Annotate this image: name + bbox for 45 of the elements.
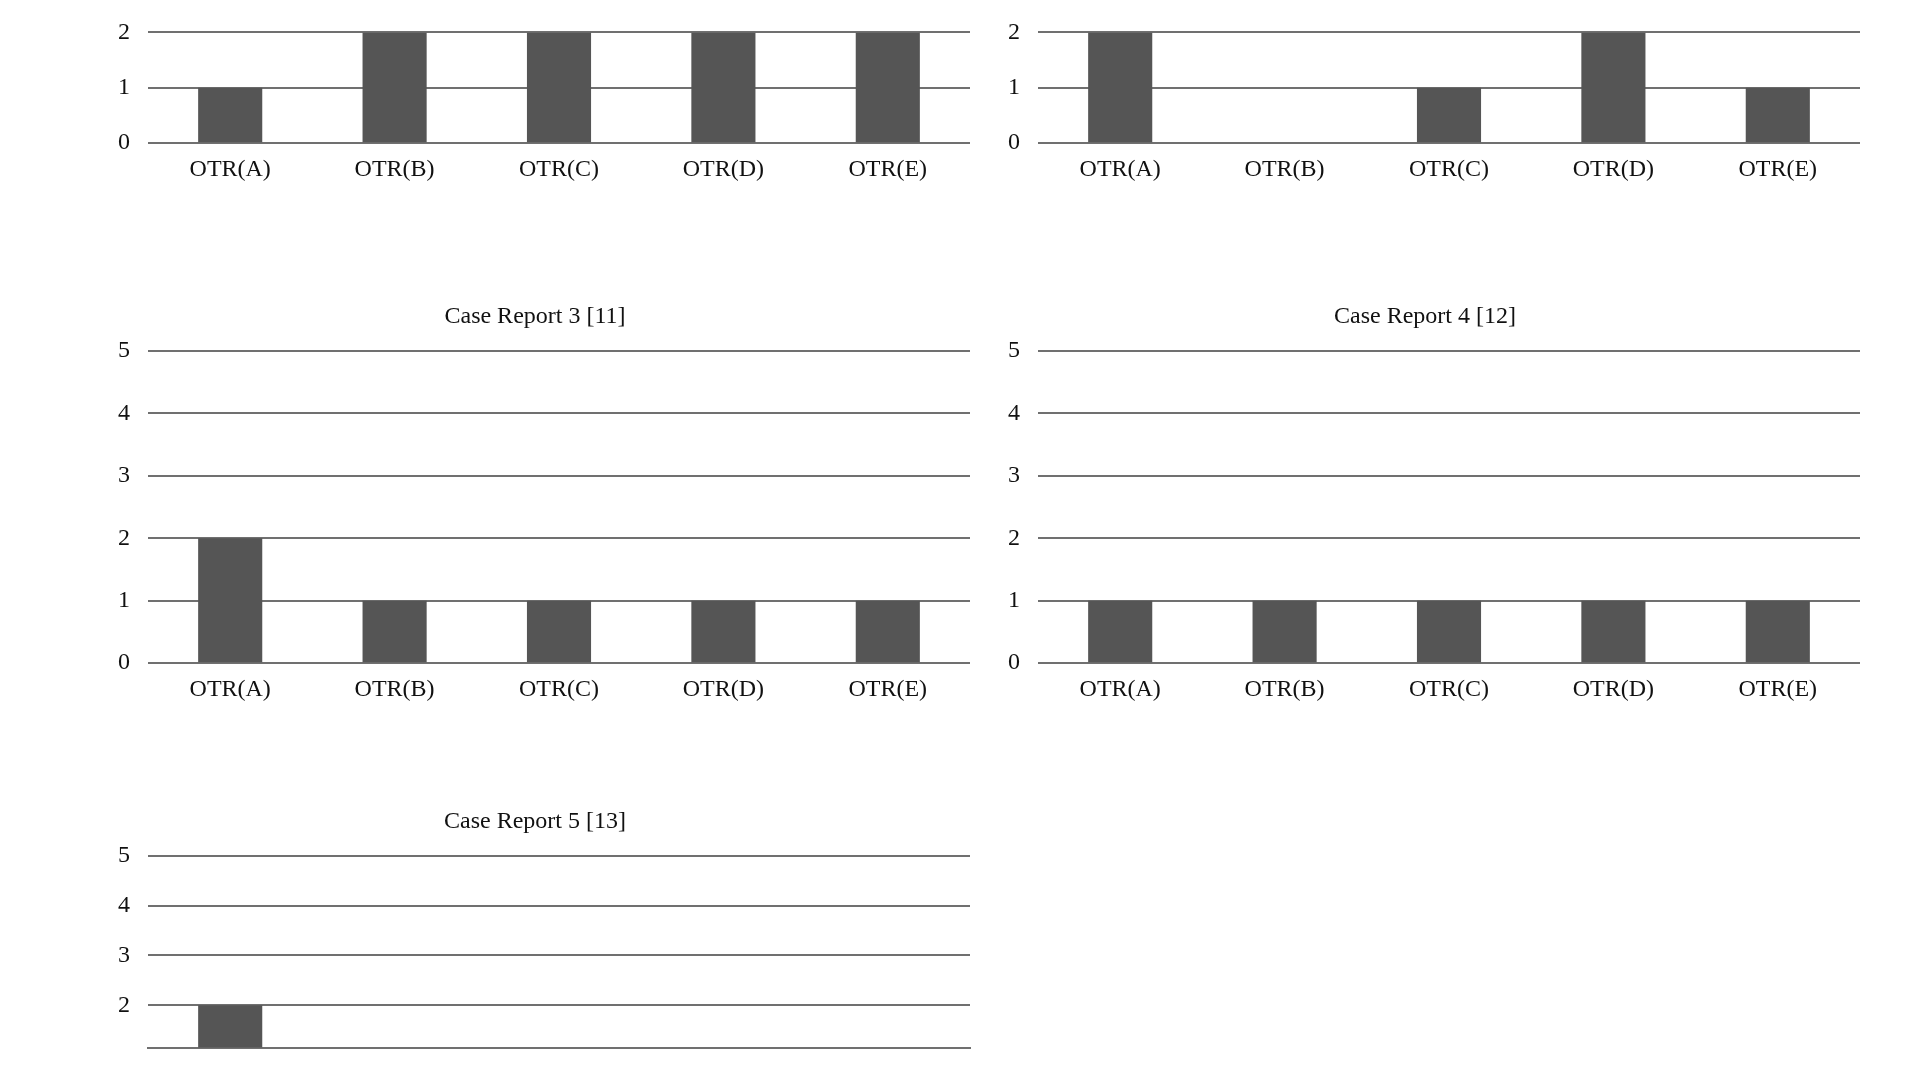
y-tick-label: 2: [1008, 523, 1020, 550]
chart-title: Case Report 3 [11]: [444, 301, 626, 328]
x-tick-label: OTR(A): [1079, 674, 1161, 701]
y-tick-label: 0: [1008, 128, 1020, 155]
y-tick-label: 4: [1008, 398, 1020, 425]
x-tick-label: OTR(B): [354, 674, 435, 701]
x-tick-label: OTR(A): [1079, 154, 1161, 181]
x-tick-label: OTR(C): [1409, 674, 1489, 701]
x-tick-label: OTR(A): [189, 674, 271, 701]
x-tick-label: OTR(D): [1572, 674, 1655, 701]
x-tick-label: OTR(B): [1244, 154, 1325, 181]
chart-title: Case Report 4 [12]: [1334, 301, 1516, 328]
x-tick-label: OTR(D): [1572, 154, 1655, 181]
y-tick-label: 0: [118, 128, 130, 155]
x-tick-label: OTR(E): [848, 674, 928, 701]
y-tick-label: 2: [118, 17, 130, 44]
x-tick-label: OTR(D): [682, 674, 765, 701]
y-tick-label: 1: [118, 73, 130, 100]
x-tick-label: OTR(C): [1409, 154, 1489, 181]
x-tick-label: OTR(E): [848, 154, 928, 181]
x-tick-label: OTR(E): [1738, 154, 1818, 181]
x-tick-label: OTR(D): [682, 154, 765, 181]
y-tick-label: 3: [118, 940, 130, 967]
x-tick-label: OTR(A): [189, 154, 271, 181]
y-tick-label: 2: [118, 523, 130, 550]
y-tick-label: 3: [118, 461, 130, 488]
y-tick-label: 3: [1008, 461, 1020, 488]
y-tick-label: 5: [1008, 336, 1020, 363]
y-tick-label: 5: [118, 336, 130, 363]
y-tick-label: 5: [118, 841, 130, 868]
y-tick-label: 0: [1008, 648, 1020, 675]
x-tick-label: OTR(E): [1738, 674, 1818, 701]
y-tick-label: 4: [118, 398, 130, 425]
chart-title: Case Report 5 [13]: [444, 806, 626, 833]
x-tick-label: OTR(B): [354, 154, 435, 181]
x-tick-label: OTR(C): [519, 154, 599, 181]
x-tick-label: OTR(B): [1244, 674, 1325, 701]
y-tick-label: 2: [118, 990, 130, 1017]
y-tick-label: 1: [118, 586, 130, 613]
y-tick-label: 0: [118, 648, 130, 675]
y-tick-label: 1: [1008, 586, 1020, 613]
y-tick-label: 1: [1008, 73, 1020, 100]
y-tick-label: 2: [1008, 17, 1020, 44]
y-tick-label: 4: [118, 890, 130, 917]
x-tick-label: OTR(C): [519, 674, 599, 701]
